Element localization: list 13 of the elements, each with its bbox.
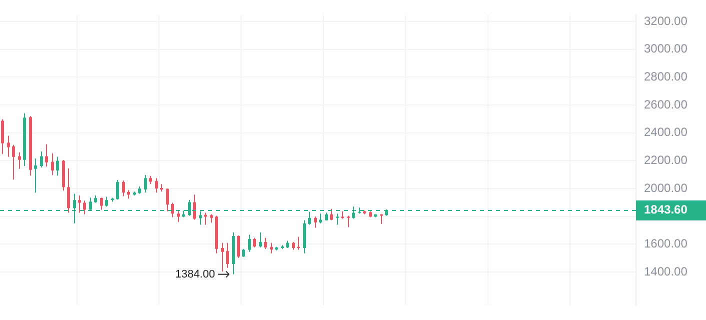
y-tick-label: 1600.00 — [644, 236, 688, 251]
y-tick-label: 2000.00 — [644, 180, 688, 195]
y-tick-label: 2600.00 — [644, 97, 688, 112]
annotation: 1384.00 — [175, 268, 216, 280]
y-tick-label: 2400.00 — [644, 125, 688, 140]
y-tick-label: 3000.00 — [644, 42, 688, 56]
candlestick — [34, 158, 37, 193]
y-tick-label: 2800.00 — [644, 69, 688, 84]
candlestick — [297, 236, 300, 250]
ref-line-label: 1843.60 — [644, 202, 688, 217]
y-tick-label: 3200.00 — [644, 14, 688, 28]
y-tick-label: 1400.00 — [644, 264, 688, 278]
y-tick-label: 2200.00 — [644, 153, 688, 168]
